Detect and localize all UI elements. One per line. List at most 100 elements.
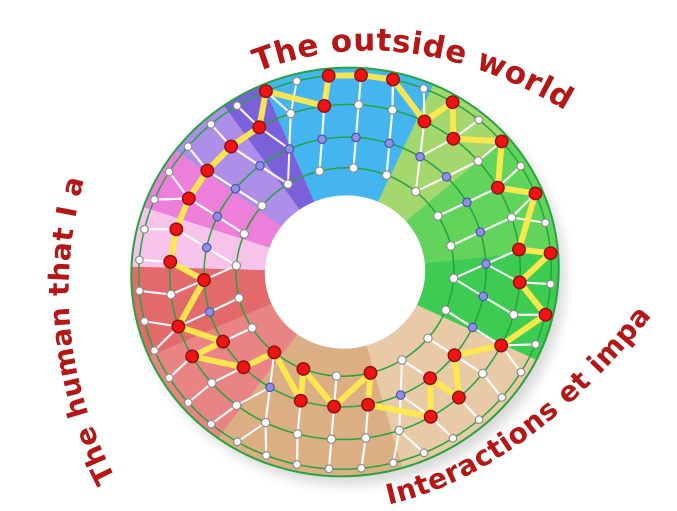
node[interactable] [419,448,429,458]
node[interactable] [395,390,406,400]
node[interactable] [467,322,478,333]
red-node[interactable] [361,397,375,412]
node[interactable] [441,171,452,182]
red-node[interactable] [224,139,239,154]
node[interactable] [473,156,483,166]
red-node[interactable] [386,72,400,87]
node[interactable] [164,167,174,177]
node[interactable] [433,211,443,221]
node[interactable] [292,460,302,469]
node[interactable] [381,170,392,180]
red-node[interactable] [197,273,212,287]
node[interactable] [292,429,303,439]
node[interactable] [423,333,433,344]
node[interactable] [477,368,488,379]
node[interactable] [135,286,144,296]
red-node[interactable] [417,114,432,129]
red-node[interactable] [494,134,509,149]
red-node[interactable] [423,371,437,386]
red-node[interactable] [293,393,308,408]
red-node[interactable] [494,338,509,353]
node[interactable] [140,316,149,326]
node[interactable] [183,398,193,407]
node[interactable] [360,433,371,443]
node[interactable] [164,373,174,383]
node[interactable] [387,105,398,115]
red-node[interactable] [258,84,273,99]
node[interactable] [415,151,425,162]
red-node[interactable] [252,120,267,135]
node[interactable] [397,355,407,365]
node[interactable] [247,323,257,333]
node[interactable] [140,224,149,234]
red-node[interactable] [321,68,336,83]
node[interactable] [314,166,325,176]
node[interactable] [506,212,517,223]
red-node[interactable] [185,349,200,364]
node[interactable] [481,259,491,269]
node[interactable] [284,144,295,154]
red-node[interactable] [181,191,196,206]
node[interactable] [204,307,215,317]
red-node[interactable] [327,399,341,414]
red-node[interactable] [447,348,462,363]
node[interactable] [410,186,421,197]
red-node[interactable] [236,360,251,375]
node[interactable] [166,289,176,300]
red-node[interactable] [317,99,332,113]
node[interactable] [541,218,550,228]
node[interactable] [232,437,242,447]
node[interactable] [206,119,216,129]
red-node[interactable] [543,246,558,261]
node[interactable] [394,425,405,436]
red-node[interactable] [163,254,178,269]
node[interactable] [475,227,486,237]
node[interactable] [234,293,244,303]
node[interactable] [516,161,526,171]
node[interactable] [353,99,364,110]
red-node[interactable] [451,390,466,405]
red-node[interactable] [423,409,438,424]
node[interactable] [474,415,484,425]
node[interactable] [546,279,556,289]
node[interactable] [230,183,241,194]
node[interactable] [261,451,271,460]
node[interactable] [317,134,327,145]
node[interactable] [212,211,223,222]
node[interactable] [419,84,429,93]
node[interactable] [134,255,144,265]
node[interactable] [201,242,212,253]
node[interactable] [331,371,342,381]
node[interactable] [207,378,217,388]
red-node[interactable] [200,163,215,178]
red-node[interactable] [296,361,311,376]
node[interactable] [150,346,159,355]
node[interactable] [324,464,334,474]
node[interactable] [292,76,302,86]
red-node[interactable] [528,186,543,201]
node[interactable] [508,309,519,320]
node[interactable] [231,400,242,411]
node[interactable] [440,305,451,316]
node[interactable] [265,382,275,393]
node[interactable] [531,339,540,349]
node[interactable] [446,241,456,251]
red-node[interactable] [216,334,230,349]
red-node[interactable] [445,95,460,110]
node[interactable] [183,142,193,151]
node[interactable] [283,179,293,189]
red-node[interactable] [538,307,553,322]
node[interactable] [232,101,242,111]
node[interactable] [255,160,265,171]
red-node[interactable] [171,319,186,334]
red-node[interactable] [512,242,526,257]
node[interactable] [478,291,489,302]
red-node[interactable] [490,180,505,195]
red-node[interactable] [363,365,378,380]
node[interactable] [356,463,366,473]
node[interactable] [150,195,159,205]
node[interactable] [474,115,484,125]
node[interactable] [206,419,216,429]
node[interactable] [448,433,458,443]
node[interactable] [285,108,296,119]
